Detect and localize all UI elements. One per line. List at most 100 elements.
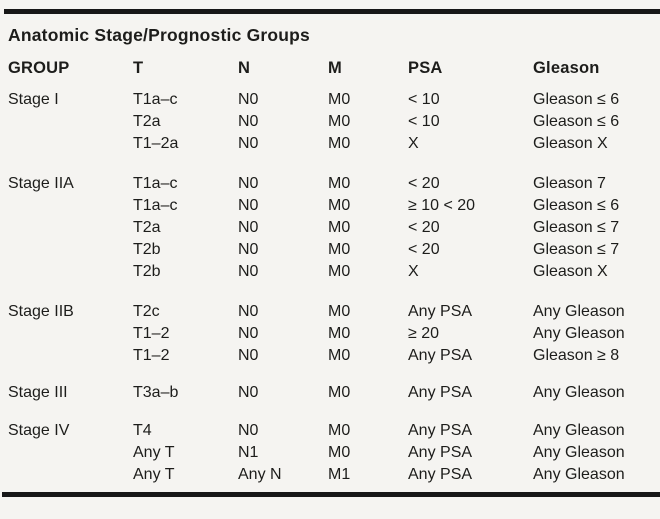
cell-psa: < 20 <box>408 241 440 258</box>
table-title: Anatomic Stage/Prognostic Groups <box>8 25 310 45</box>
column-header-gleason: Gleason <box>533 59 600 77</box>
cell-t: T2c <box>133 303 160 320</box>
cell-psa: X <box>408 263 419 280</box>
table-row: Stage III T3a–b N0 M0 Any PSA Any Gleaso… <box>0 382 660 404</box>
cell-group-empty <box>8 133 133 155</box>
stage-group-iii: Stage III T3a–b N0 M0 Any PSA Any Gleaso… <box>0 382 660 404</box>
cell-t: Any T <box>133 444 175 461</box>
cell-gleason: Gleason X <box>533 135 608 152</box>
table-row: T2a N0 M0 < 20 Gleason ≤ 7 <box>0 217 660 239</box>
cell-n: N0 <box>238 113 259 130</box>
cell-n: N0 <box>238 241 259 258</box>
table-row: Any T Any N M1 Any PSA Any Gleason <box>0 464 660 486</box>
cell-m: M0 <box>328 303 351 320</box>
cell-gleason: Any Gleason <box>533 444 625 461</box>
cell-group-label: Stage I <box>8 91 59 108</box>
cell-m: M0 <box>328 444 351 461</box>
table-row: T1–2 N0 M0 ≥ 20 Any Gleason <box>0 323 660 345</box>
table-row: T2b N0 M0 X Gleason X <box>0 261 660 283</box>
cell-n: N0 <box>238 91 259 108</box>
table-row: Stage I T1a–c N0 M0 < 10 Gleason ≤ 6 <box>0 89 660 111</box>
cell-n: N0 <box>238 219 259 236</box>
cell-psa: Any PSA <box>408 384 473 401</box>
table-row: T1–2 N0 M0 Any PSA Gleason ≥ 8 <box>0 345 660 367</box>
cell-m: M0 <box>328 135 351 152</box>
cell-gleason: Gleason X <box>533 263 608 280</box>
cell-t: T1–2 <box>133 347 170 364</box>
stage-group-iv: Stage IV T4 N0 M0 Any PSA Any Gleason An… <box>0 420 660 486</box>
cell-m: M0 <box>328 384 351 401</box>
column-header-psa: PSA <box>408 59 443 77</box>
cell-gleason: Any Gleason <box>533 325 625 342</box>
cell-t: T1–2a <box>133 135 179 152</box>
table-row: T2a N0 M0 < 10 Gleason ≤ 6 <box>0 111 660 133</box>
bottom-rule <box>2 492 660 497</box>
cell-t: T1a–c <box>133 175 178 192</box>
cell-gleason: Gleason ≤ 6 <box>533 113 620 130</box>
table-row: T1a–c N0 M0 ≥ 10 < 20 Gleason ≤ 6 <box>0 195 660 217</box>
cell-m: M0 <box>328 347 351 364</box>
column-header-n: N <box>238 59 251 77</box>
cell-gleason: Gleason ≤ 6 <box>533 197 620 214</box>
cell-m: M0 <box>328 175 351 192</box>
cell-t: T1a–c <box>133 91 178 108</box>
cell-gleason: Gleason ≥ 8 <box>533 347 620 364</box>
cell-t: T2b <box>133 263 161 280</box>
cell-gleason: Gleason ≤ 7 <box>533 219 620 236</box>
cell-psa: Any PSA <box>408 347 473 364</box>
cell-gleason: Any Gleason <box>533 466 625 483</box>
cell-n: N0 <box>238 422 259 439</box>
stage-group-iia: Stage IIA T1a–c N0 M0 < 20 Gleason 7 T1a… <box>0 173 660 283</box>
cell-group-empty <box>8 217 133 239</box>
cell-m: M1 <box>328 466 351 483</box>
column-header-m: M <box>328 59 342 77</box>
cell-n: N0 <box>238 175 259 192</box>
cell-group-empty <box>8 464 133 486</box>
cell-n: N0 <box>238 135 259 152</box>
cell-gleason: Any Gleason <box>533 384 625 401</box>
cell-group-empty <box>8 442 133 464</box>
table-row: Any T N1 M0 Any PSA Any Gleason <box>0 442 660 464</box>
cell-psa: X <box>408 135 419 152</box>
cell-group-empty <box>8 239 133 261</box>
cell-m: M0 <box>328 263 351 280</box>
table-row: Stage IIA T1a–c N0 M0 < 20 Gleason 7 <box>0 173 660 195</box>
stage-group-i: Stage I T1a–c N0 M0 < 10 Gleason ≤ 6 T2a… <box>0 89 660 155</box>
cell-t: T3a–b <box>133 384 179 401</box>
cell-m: M0 <box>328 91 351 108</box>
cell-group-label: Stage IV <box>8 422 70 439</box>
cell-gleason: Gleason ≤ 6 <box>533 91 620 108</box>
cell-n: N1 <box>238 444 259 461</box>
cell-t: T2a <box>133 219 161 236</box>
cell-gleason: Any Gleason <box>533 303 625 320</box>
cell-psa: < 10 <box>408 113 440 130</box>
cell-psa: Any PSA <box>408 303 473 320</box>
cell-psa: Any PSA <box>408 444 473 461</box>
cell-gleason: Gleason 7 <box>533 175 606 192</box>
cell-group-empty <box>8 111 133 133</box>
table-header-row: GROUP T N M PSA Gleason <box>0 57 660 79</box>
table-row: T1–2a N0 M0 X Gleason X <box>0 133 660 155</box>
cell-n: N0 <box>238 303 259 320</box>
cell-n: N0 <box>238 263 259 280</box>
stage-group-iib: Stage IIB T2c N0 M0 Any PSA Any Gleason … <box>0 301 660 367</box>
cell-t: T4 <box>133 422 152 439</box>
table-row: Stage IIB T2c N0 M0 Any PSA Any Gleason <box>0 301 660 323</box>
staging-table-sheet: Anatomic Stage/Prognostic Groups GROUP T… <box>0 9 660 497</box>
cell-group-label: Stage IIA <box>8 175 74 192</box>
cell-psa: < 10 <box>408 91 440 108</box>
cell-psa: ≥ 20 <box>408 325 440 342</box>
cell-m: M0 <box>328 325 351 342</box>
cell-group-empty <box>8 261 133 283</box>
cell-psa: < 20 <box>408 175 440 192</box>
table-row: T2b N0 M0 < 20 Gleason ≤ 7 <box>0 239 660 261</box>
cell-t: T2b <box>133 241 161 258</box>
column-header-group: GROUP <box>8 59 70 77</box>
cell-n: N0 <box>238 325 259 342</box>
cell-t: T1–2 <box>133 325 170 342</box>
cell-group-empty <box>8 345 133 367</box>
cell-t: T2a <box>133 113 161 130</box>
cell-psa: Any PSA <box>408 422 473 439</box>
cell-group-empty <box>8 323 133 345</box>
cell-m: M0 <box>328 197 351 214</box>
